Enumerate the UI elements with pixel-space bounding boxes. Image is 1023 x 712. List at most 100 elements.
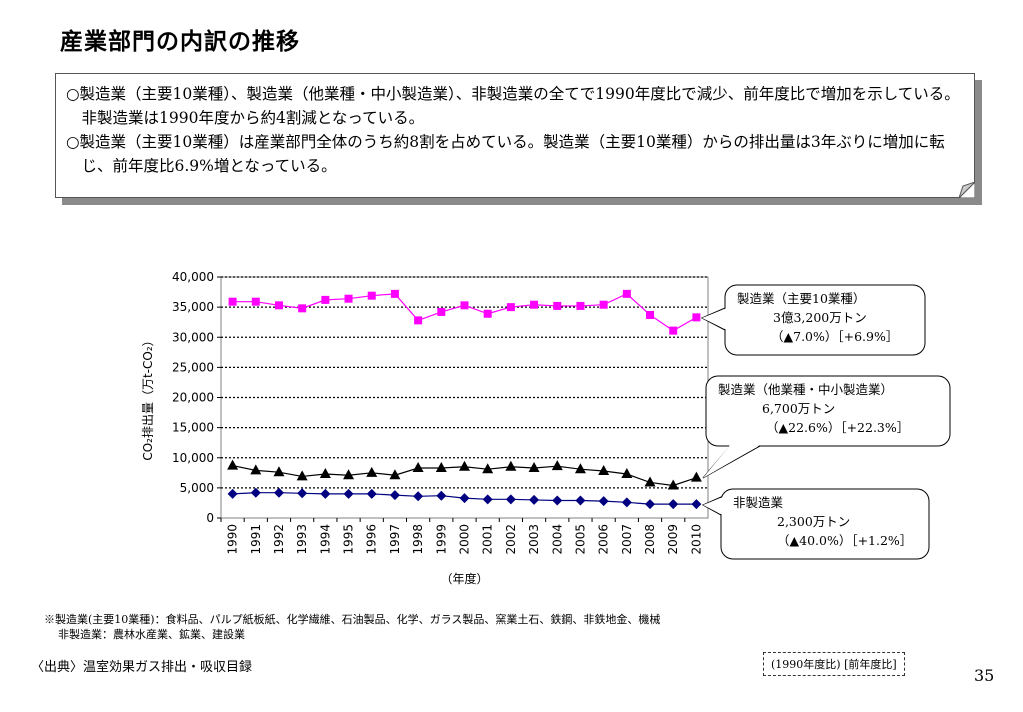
data-point — [297, 488, 308, 499]
x-tick-label: 2008 — [643, 524, 657, 555]
x-tick-label: 2007 — [620, 524, 634, 555]
data-point — [505, 494, 516, 505]
data-point — [366, 466, 378, 477]
x-tick-label: 2009 — [666, 524, 680, 555]
y-tick-label: 20,000 — [172, 391, 214, 405]
callout-box — [720, 488, 930, 560]
data-point — [389, 469, 401, 480]
y-tick-label: 25,000 — [172, 360, 214, 374]
callout-pointer-fill — [703, 445, 760, 478]
data-point — [250, 464, 262, 475]
data-point — [321, 295, 330, 304]
data-point — [460, 301, 469, 310]
callout-text: （▲7.0%）［+6.9%］ — [771, 329, 898, 344]
data-point — [344, 294, 353, 303]
x-tick-label: 2002 — [504, 524, 518, 555]
callout-text: 2,300万トン — [777, 514, 850, 529]
x-tick-label: 2000 — [458, 524, 472, 555]
x-tick-label: 1992 — [272, 524, 286, 555]
data-point — [389, 490, 400, 501]
data-point — [621, 468, 633, 479]
data-point — [319, 468, 331, 479]
data-point — [436, 490, 447, 501]
data-point — [528, 461, 540, 472]
data-point — [482, 494, 493, 505]
data-point — [599, 300, 608, 309]
callout-box — [705, 375, 951, 447]
y-tick-label: 40,000 — [172, 270, 214, 284]
x-tick-label: 2010 — [689, 524, 703, 555]
x-tick-label: 1994 — [318, 524, 332, 555]
callout-text: 非製造業 — [733, 495, 784, 510]
x-tick-label: 1998 — [411, 524, 425, 555]
x-tick-label: 1995 — [342, 524, 356, 555]
data-point — [692, 313, 701, 322]
data-point — [667, 479, 679, 490]
footnote: ※製造業(主要10業種)：食料品、パルプ紙板紙、化学繊維、石油製品、化学、ガラス… — [44, 612, 660, 642]
source-citation: 〈出典〉温室効果ガス排出・吸収目録 — [31, 660, 253, 675]
data-point — [646, 310, 655, 319]
data-point — [669, 326, 678, 335]
summary-paragraph-2: ○製造業（主要10業種）は産業部門全体のうち約8割を占めている。製造業（主要10… — [66, 133, 945, 175]
data-point — [530, 300, 539, 309]
data-point — [390, 289, 399, 298]
x-tick-label: 2006 — [597, 524, 611, 555]
data-point — [645, 499, 656, 510]
data-point — [437, 307, 446, 316]
callout-text: 製造業（他業種・中小製造業） — [718, 382, 893, 397]
summary-paragraph-1: ○製造業（主要10業種）、製造業（他業種・中小製造業）、非製造業の全てで1990… — [66, 85, 960, 127]
data-point — [367, 291, 376, 300]
data-point — [553, 301, 562, 310]
x-tick-label: 1996 — [365, 524, 379, 555]
y-tick-label: 10,000 — [172, 451, 214, 465]
y-tick-label: 15,000 — [172, 421, 214, 435]
callout-text: （▲40.0%）［+1.2%］ — [777, 533, 912, 548]
data-point — [506, 303, 515, 312]
y-tick-label: 5,000 — [180, 481, 214, 495]
data-point — [598, 496, 609, 507]
data-point — [250, 487, 261, 498]
footnote-line-2: 非製造業：農林水産業、鉱業、建設業 — [58, 628, 245, 641]
data-point — [296, 470, 308, 481]
x-tick-label: 1999 — [434, 524, 448, 555]
data-point — [505, 460, 517, 471]
data-point — [227, 488, 238, 499]
data-point — [343, 488, 354, 499]
callout-text: （▲22.6%）［+22.3%］ — [766, 420, 909, 435]
data-point — [298, 304, 307, 313]
x-tick-label: 1997 — [388, 524, 402, 555]
summary-box: ○製造業（主要10業種）、製造業（他業種・中小製造業）、非製造業の全てで1990… — [55, 73, 975, 198]
data-point — [552, 495, 563, 506]
y-tick-label: 30,000 — [172, 330, 214, 344]
y-tick-label: 35,000 — [172, 300, 214, 314]
data-point — [412, 461, 424, 472]
data-point — [228, 297, 237, 306]
data-point — [622, 289, 631, 298]
data-point — [366, 488, 377, 499]
page-title: 産業部門の内訳の推移 — [60, 29, 300, 55]
data-point — [529, 494, 540, 505]
callout-pointer-fill — [702, 308, 727, 330]
data-point — [668, 499, 679, 510]
data-point — [435, 461, 447, 472]
callout-text: 製造業（主要10業種） — [737, 291, 865, 306]
data-point — [251, 297, 260, 306]
data-point — [273, 466, 285, 477]
x-tick-label: 2005 — [573, 524, 587, 555]
x-tick-label: 2001 — [481, 524, 495, 555]
data-point — [690, 471, 702, 482]
x-axis-title: （年度） — [440, 571, 488, 586]
data-point — [459, 460, 470, 471]
data-point — [598, 465, 610, 476]
y-tick-label: 0 — [206, 511, 214, 525]
x-tick-label: 1990 — [226, 524, 240, 555]
data-point — [320, 488, 331, 499]
data-point — [227, 459, 239, 470]
callout-text: 6,700万トン — [762, 401, 835, 416]
x-tick-label: 1993 — [295, 524, 309, 555]
data-point — [482, 463, 494, 474]
data-point — [644, 476, 656, 487]
y-axis-title: CO₂排出量（万t-CO₂） — [141, 334, 155, 460]
data-point — [576, 301, 585, 310]
data-point — [273, 487, 284, 498]
